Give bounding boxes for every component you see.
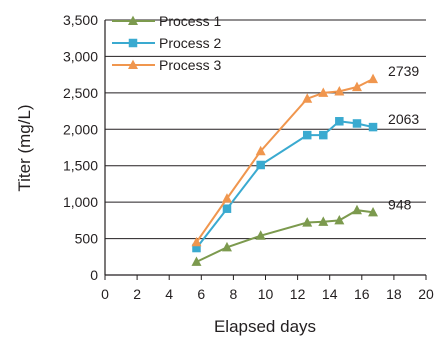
x-tick-label: 0 [101,286,109,302]
data-point [335,117,344,126]
end-label-3: 2739 [388,63,419,79]
legend-label: Process 1 [159,13,221,29]
legend-swatch-marker [128,59,138,70]
x-axis-title: Elapsed days [214,317,316,336]
data-point [334,86,345,96]
end-label-1: 948 [388,196,412,212]
x-tick-label: 14 [322,286,338,302]
y-tick-label: 2,000 [63,121,98,137]
y-tick-label: 1,500 [63,158,98,174]
x-tick-label: 8 [230,286,238,302]
data-point [255,145,266,156]
data-point [191,236,202,247]
axes [104,20,426,276]
data-point [318,216,329,226]
end-labels: 948 2063 2739 [388,63,419,212]
end-label-2: 2063 [388,111,419,127]
data-point [221,193,232,203]
y-tick-label: 0 [90,267,98,283]
x-tick-label: 16 [354,286,370,302]
legend-item-3: Process 3 [112,57,221,73]
data-point [334,214,345,225]
x-tick-label: 4 [165,286,173,302]
grid-lines [105,19,426,240]
series-line-1 [196,209,374,263]
data-point [368,122,378,132]
data-point [302,217,313,227]
data-point [191,256,202,266]
legend-label: Process 2 [159,35,221,51]
data-point [192,243,201,253]
y-tick-label: 2,500 [63,85,98,101]
series-line-3 [195,78,374,243]
legend-swatch-marker [128,15,138,26]
x-tick-labels: 0 2 4 6 8 10 12 14 16 18 20 [101,275,434,302]
data-point [302,93,313,103]
legend-item-1: Process 1 [112,13,221,29]
data-point [221,241,232,252]
y-tick-label: 3,000 [63,48,98,64]
x-tick-label: 6 [197,286,205,302]
data-point [319,130,328,140]
x-tick-label: 2 [133,286,141,302]
series-group [191,73,379,266]
data-point [255,230,266,240]
data-point [222,204,232,213]
data-point [318,87,329,97]
data-point [302,130,312,140]
x-tick-label: 10 [258,286,274,302]
legend: Process 1 Process 2 Process 3 [112,13,221,73]
data-point [351,81,362,92]
data-point [351,204,362,215]
y-axis-title: Titer (mg/L) [15,104,34,191]
y-tick-labels: 0 500 1,000 1,500 2,000 2,500 3,000 3,500 [63,12,98,283]
y-tick-label: 1,000 [63,194,98,210]
legend-swatch-marker [128,38,138,48]
series-1 [191,204,379,266]
x-tick-label: 20 [418,286,434,302]
data-point [352,119,362,128]
y-tick-label: 3,500 [63,12,98,28]
x-tick-label: 12 [290,286,306,302]
legend-label: Process 3 [159,57,221,73]
legend-item-2: Process 2 [112,35,221,51]
series-3 [191,73,379,247]
data-point [256,160,265,170]
series-2 [192,117,378,253]
data-point [368,73,379,84]
data-point [368,206,379,217]
x-tick-label: 18 [386,286,402,302]
y-tick-label: 500 [75,231,99,247]
